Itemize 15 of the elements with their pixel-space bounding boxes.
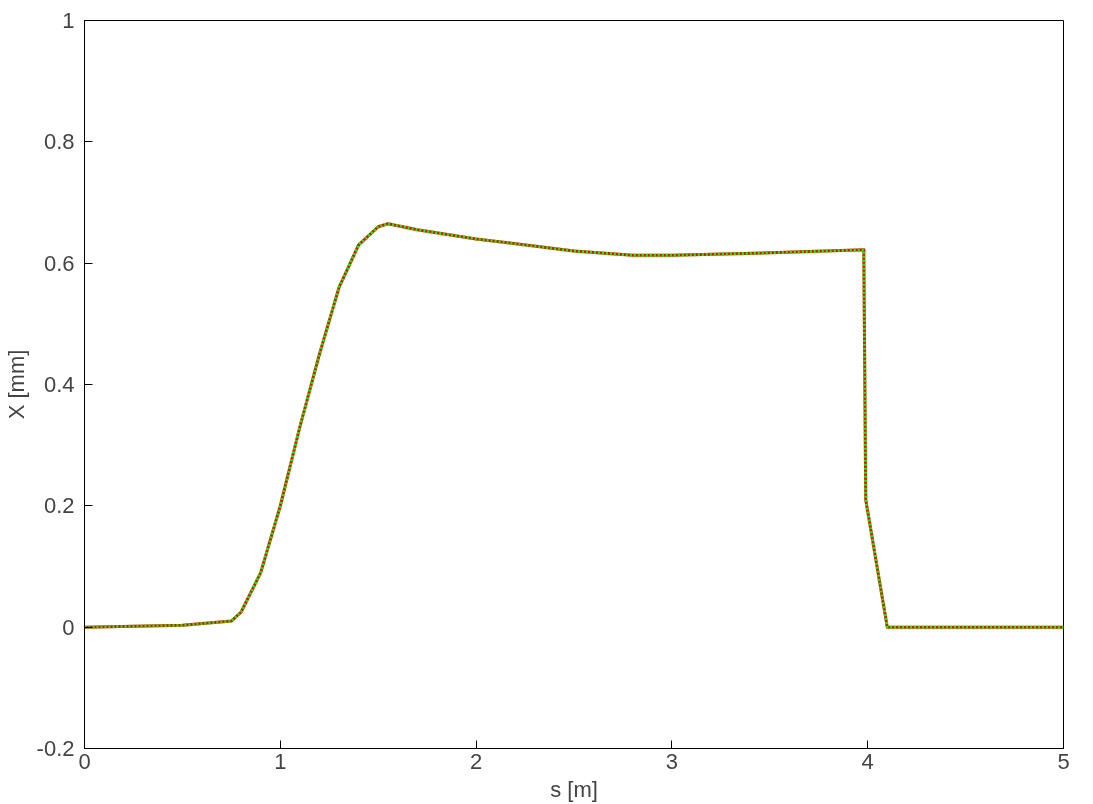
x-tick-label: 4 <box>861 748 874 774</box>
y-tick-label: 0.4 <box>43 372 75 397</box>
y-tick-label: -0.2 <box>36 736 75 761</box>
x-axis-title: s [m] <box>550 776 598 802</box>
y-axis-title: X [mm] <box>3 349 29 420</box>
x-tick-label: 2 <box>469 748 483 774</box>
y-tick-label: 0 <box>62 614 75 640</box>
x-tick-label: 3 <box>665 748 679 774</box>
y-tick-label: 0.8 <box>43 129 75 155</box>
y-tick-label: 0.6 <box>43 250 75 276</box>
x-tick-label: 5 <box>1057 748 1070 774</box>
x-tick-label: 0 <box>78 748 91 774</box>
y-tick-label: 0.2 <box>43 493 75 519</box>
y-tick-label: 1 <box>62 8 75 33</box>
x-tick-label: 1 <box>274 748 287 774</box>
